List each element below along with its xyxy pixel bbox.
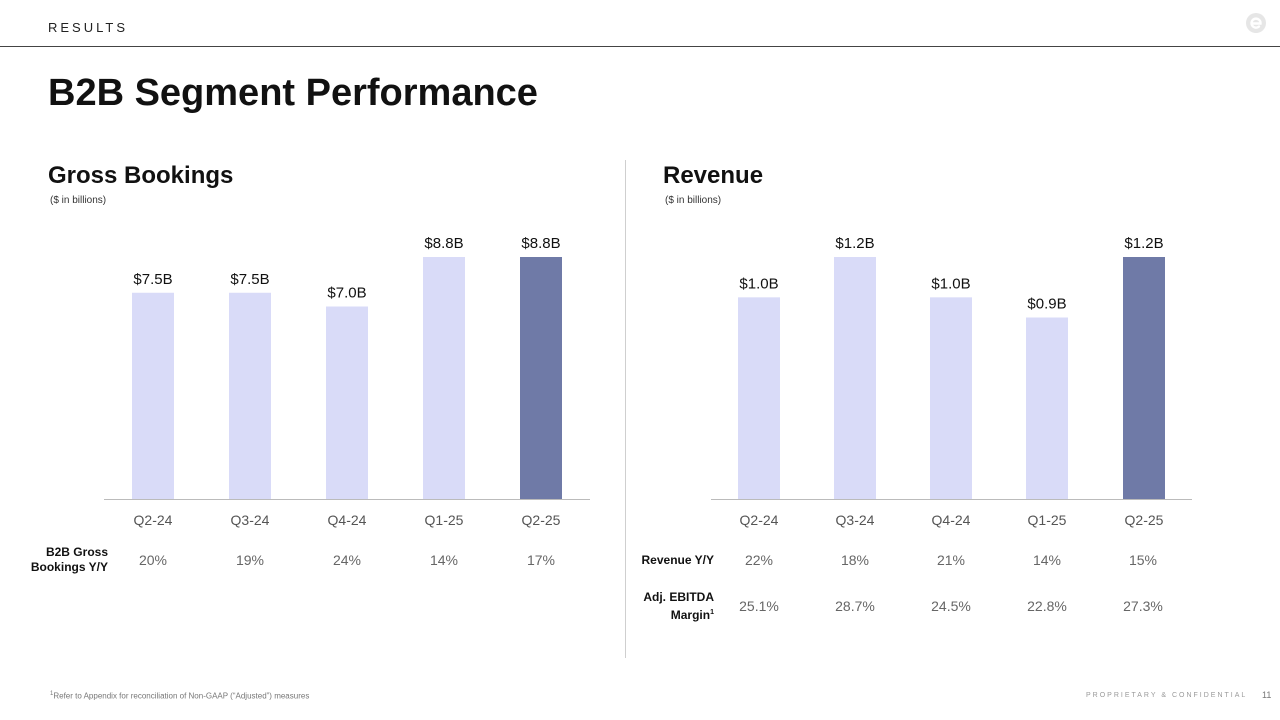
ebitda-margin-label-text: Adj. EBITDA Margin	[643, 590, 714, 622]
brand-logo-icon	[1246, 13, 1266, 33]
bookings-yy-value: 24%	[332, 552, 362, 568]
revenue-tick-label: Q2-25	[1125, 512, 1164, 528]
footnote: 1Refer to Appendix for reconciliation of…	[50, 691, 309, 701]
section-label: RESULTS	[48, 20, 128, 35]
revenue-chart-subtitle: ($ in billions)	[665, 195, 722, 206]
ebitda-margin-value: 28.7%	[835, 598, 875, 614]
revenue-bar	[930, 297, 972, 499]
revenue-chart-title: Revenue	[663, 162, 764, 189]
page-title: B2B Segment Performance	[48, 72, 538, 114]
header-divider	[0, 46, 1280, 47]
revenue-data-label: $1.0B	[739, 275, 778, 292]
revenue-yy-value: 18%	[840, 552, 870, 568]
ebitda-footnote-ref: 1	[710, 609, 714, 616]
bookings-yy-value: 17%	[526, 552, 556, 568]
revenue-yy-label: Revenue Y/Y	[641, 553, 714, 567]
bookings-data-label: $8.8B	[424, 235, 463, 252]
revenue-yy-value: 21%	[936, 552, 966, 568]
bookings-yy-value: 20%	[138, 552, 168, 568]
bookings-bar	[423, 257, 465, 499]
bookings-bar	[326, 306, 368, 499]
revenue-tick-label: Q3-24	[836, 512, 875, 528]
panel-divider	[625, 160, 626, 658]
bookings-yy-value: 19%	[235, 552, 265, 568]
revenue-data-label: $1.2B	[835, 235, 874, 252]
ebitda-margin-value: 27.3%	[1123, 598, 1163, 614]
revenue-bar	[1123, 257, 1165, 499]
bookings-tick-label: Q3-24	[231, 512, 270, 528]
revenue-yy-value: 15%	[1128, 552, 1158, 568]
bookings-chart-subtitle: ($ in billions)	[50, 195, 107, 206]
revenue-data-label: $0.9B	[1027, 296, 1066, 313]
ebitda-margin-value: 25.1%	[739, 598, 779, 614]
ebitda-margin-label: Adj. EBITDA Margin1	[624, 590, 714, 623]
bookings-tick-label: Q2-24	[134, 512, 173, 528]
bookings-bar	[520, 257, 562, 499]
bookings-tick-label: Q4-24	[328, 512, 367, 528]
footnote-marker: 1	[50, 691, 54, 697]
bookings-yy-value: 14%	[429, 552, 459, 568]
bookings-data-label: $7.5B	[230, 271, 269, 288]
revenue-data-label: $1.0B	[931, 275, 970, 292]
revenue-tick-label: Q4-24	[932, 512, 971, 528]
bookings-data-label: $7.0B	[327, 285, 366, 302]
revenue-yy-value: 14%	[1032, 552, 1062, 568]
revenue-bar	[738, 297, 780, 499]
revenue-bar	[834, 257, 876, 499]
bookings-data-label: $7.5B	[133, 271, 172, 288]
revenue-data-label: $1.2B	[1124, 235, 1163, 252]
ebitda-margin-value: 22.8%	[1027, 598, 1067, 614]
revenue-yy-value: 22%	[744, 552, 774, 568]
bookings-tick-label: Q2-25	[522, 512, 561, 528]
bookings-yy-label: B2B Gross Bookings Y/Y	[30, 545, 108, 574]
bookings-data-label: $8.8B	[521, 235, 560, 252]
revenue-tick-label: Q1-25	[1028, 512, 1067, 528]
bookings-bar	[229, 292, 271, 499]
bookings-bar	[132, 292, 174, 499]
confidential-label: PROPRIETARY & CONFIDENTIAL	[1086, 692, 1248, 699]
bookings-chart-title: Gross Bookings	[48, 162, 234, 189]
page-number: 11	[1262, 690, 1272, 700]
revenue-bar	[1026, 317, 1068, 499]
footnote-text: Refer to Appendix for reconciliation of …	[53, 691, 310, 701]
bookings-tick-label: Q1-25	[425, 512, 464, 528]
revenue-tick-label: Q2-24	[740, 512, 779, 528]
ebitda-margin-value: 24.5%	[931, 598, 971, 614]
